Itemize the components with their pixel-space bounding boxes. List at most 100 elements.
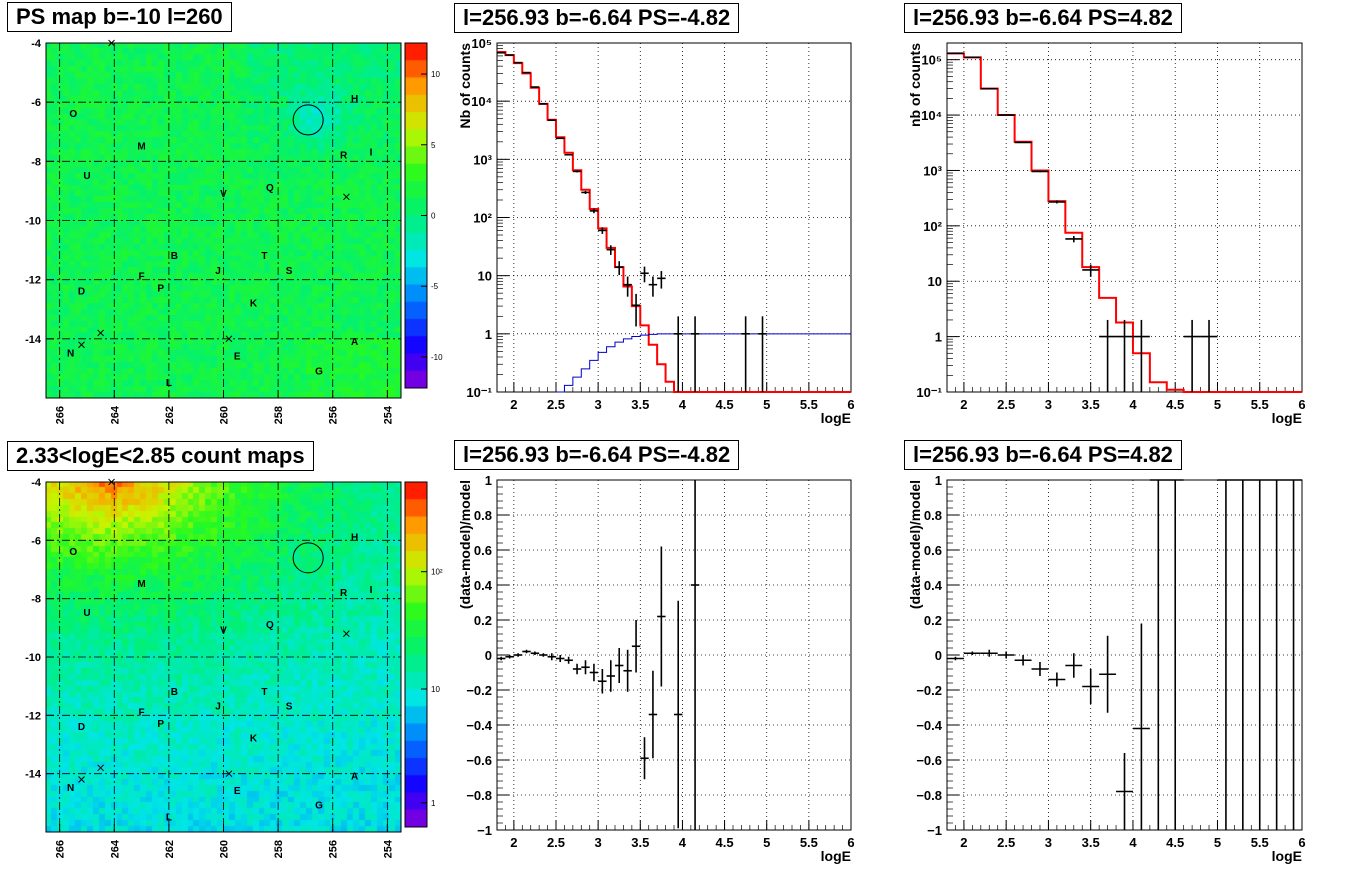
source-circle-marker [292, 104, 324, 136]
ytick-label: −1 [477, 823, 492, 838]
source-label: J [215, 266, 221, 277]
ytick-label: 10³ [923, 163, 942, 178]
map-xtick-label: 264 [109, 405, 121, 424]
ytick-label: −0.4 [466, 718, 492, 733]
xtick-label: 4 [1129, 397, 1137, 412]
map-xtick-label: 266 [55, 840, 67, 858]
ytick-label: 1 [935, 473, 942, 488]
colorbar-tick-label: 0 [431, 212, 436, 221]
map-xtick-label: 262 [164, 840, 176, 858]
ytick-label: 0 [485, 648, 492, 663]
model-histogram-line [947, 52, 1302, 393]
source-label: G [315, 801, 323, 812]
source-label: N [67, 783, 74, 794]
xtick-label: 5.5 [800, 835, 818, 850]
source-cross-marker [78, 341, 85, 349]
source-label: J [215, 702, 221, 713]
x-axis-label: logE [821, 410, 851, 426]
model-histogram-line [497, 51, 851, 393]
colorbar-tick-label: -10 [431, 353, 443, 362]
ytick-label: −0.2 [466, 683, 492, 698]
hist-panel-top-right: 2 2.5 3 3.5 4 4.5 5 5.5 6 10⁻¹ 1 10 10² 10³ 10⁴ 10⁵ nb o… [895, 0, 1348, 430]
colorbar-tick-label: 10 [431, 70, 440, 79]
map-xtick-label: 260 [219, 840, 231, 858]
ytick-label: −0.8 [466, 788, 492, 803]
ps-map-axes: 266 264 262 260 258 256 254 -4 -6 -8 -10 -12 -14 10 5 0… [25, 38, 443, 424]
map-xtick-label: 258 [273, 840, 285, 858]
map-ytick-label: -6 [31, 97, 41, 109]
source-cross-marker [343, 630, 350, 638]
count-map-colorbar [405, 482, 427, 827]
source-label: H [351, 94, 358, 105]
xtick-label: 2.5 [997, 397, 1015, 412]
hist-top-left-title: l=256.93 b=-6.64 PS=-4.82 [454, 3, 740, 33]
ytick-label: 0.6 [474, 543, 492, 558]
source-label: D [78, 286, 85, 297]
source-label: V [220, 626, 227, 637]
ytick-label: −0.4 [916, 718, 942, 733]
psf-line [556, 333, 851, 393]
map-ytick-label: -12 [25, 710, 41, 722]
map-ytick-label: -8 [31, 156, 41, 168]
xtick-label: 3.5 [631, 835, 649, 850]
source-label: P [157, 719, 164, 730]
ytick-label: 0.4 [474, 578, 493, 593]
xtick-label: 5 [1214, 835, 1221, 850]
ytick-label: −0.6 [466, 753, 492, 768]
residual-panel-bottom-left: 2 2.5 3 3.5 4 4.5 5 5.5 6 −1 −0.8 −0.6 −0.4 −0.2 0 0.2 0… [445, 437, 895, 875]
map-top-title: PS map b=-10 l=260 [7, 2, 232, 32]
source-label: K [250, 298, 258, 309]
x-axis-label: logE [1272, 848, 1302, 864]
x-axis-label: logE [821, 848, 851, 864]
source-cross-marker [97, 329, 104, 337]
ytick-label: 0.6 [924, 543, 942, 558]
colorbar-frame [404, 481, 428, 828]
source-label: N [67, 349, 74, 360]
map-bottom-title: 2.33<logE<2.85 count maps [7, 441, 314, 471]
xtick-label: 5.5 [1251, 835, 1269, 850]
xtick-label: 2 [510, 397, 517, 412]
hist-panel-top-left: 2 2.5 3 3.5 4 4.5 5 5.5 6 10⁻¹ 1 10 10² 10³ 10⁴ 10⁵ logE… [445, 0, 895, 430]
y-axis-label: (data-model)/model [907, 480, 923, 609]
map-xtick-label: 258 [273, 406, 285, 424]
ytick-label: 10⁻¹ [916, 385, 942, 400]
xtick-label: 6 [1298, 397, 1305, 412]
colorbar-tick-label: 10² [431, 568, 443, 577]
xtick-label: 3 [595, 397, 602, 412]
map-ytick-label: -8 [31, 594, 41, 606]
xtick-label: 3 [595, 835, 602, 850]
xtick-label: 2.5 [547, 397, 565, 412]
xtick-label: 2.5 [547, 835, 565, 850]
source-label: L [166, 812, 172, 823]
ytick-label: −0.6 [916, 753, 942, 768]
xtick-label: 5 [1214, 397, 1221, 412]
source-label: R [340, 150, 348, 161]
ytick-label: 1 [485, 327, 492, 342]
xtick-label: 2.5 [997, 835, 1015, 850]
ytick-label: 0.2 [474, 613, 492, 628]
source-label: H [351, 532, 358, 543]
xtick-label: 5 [763, 397, 770, 412]
xtick-label: 3.5 [631, 397, 649, 412]
residual-plot-right: 2 2.5 3 3.5 4 4.5 5 5.5 6 −1 −0.8 −0.6 −0.4 −0.2 0 0.2 0… [907, 473, 1306, 864]
xtick-label: 6 [1298, 835, 1305, 850]
ytick-label: 0.2 [924, 613, 942, 628]
ytick-label: 10⁴ [921, 108, 942, 123]
source-label: E [234, 786, 241, 797]
source-label: Q [266, 620, 274, 631]
source-label: I [370, 585, 373, 596]
source-label: U [83, 608, 90, 619]
ytick-label: 10 [928, 274, 942, 289]
xtick-label: 4 [679, 397, 687, 412]
plot-frame [496, 479, 852, 831]
ytick-label: 0 [935, 648, 942, 663]
source-label: G [315, 366, 323, 377]
map-ytick-label: -6 [31, 535, 41, 547]
map-ytick-label: -12 [25, 275, 41, 287]
xtick-label: 5.5 [800, 397, 818, 412]
source-label: K [250, 734, 258, 745]
xtick-label: 3 [1045, 397, 1052, 412]
y-axis-label: nb of counts [907, 43, 923, 127]
ytick-label: 10⁻¹ [466, 385, 492, 400]
